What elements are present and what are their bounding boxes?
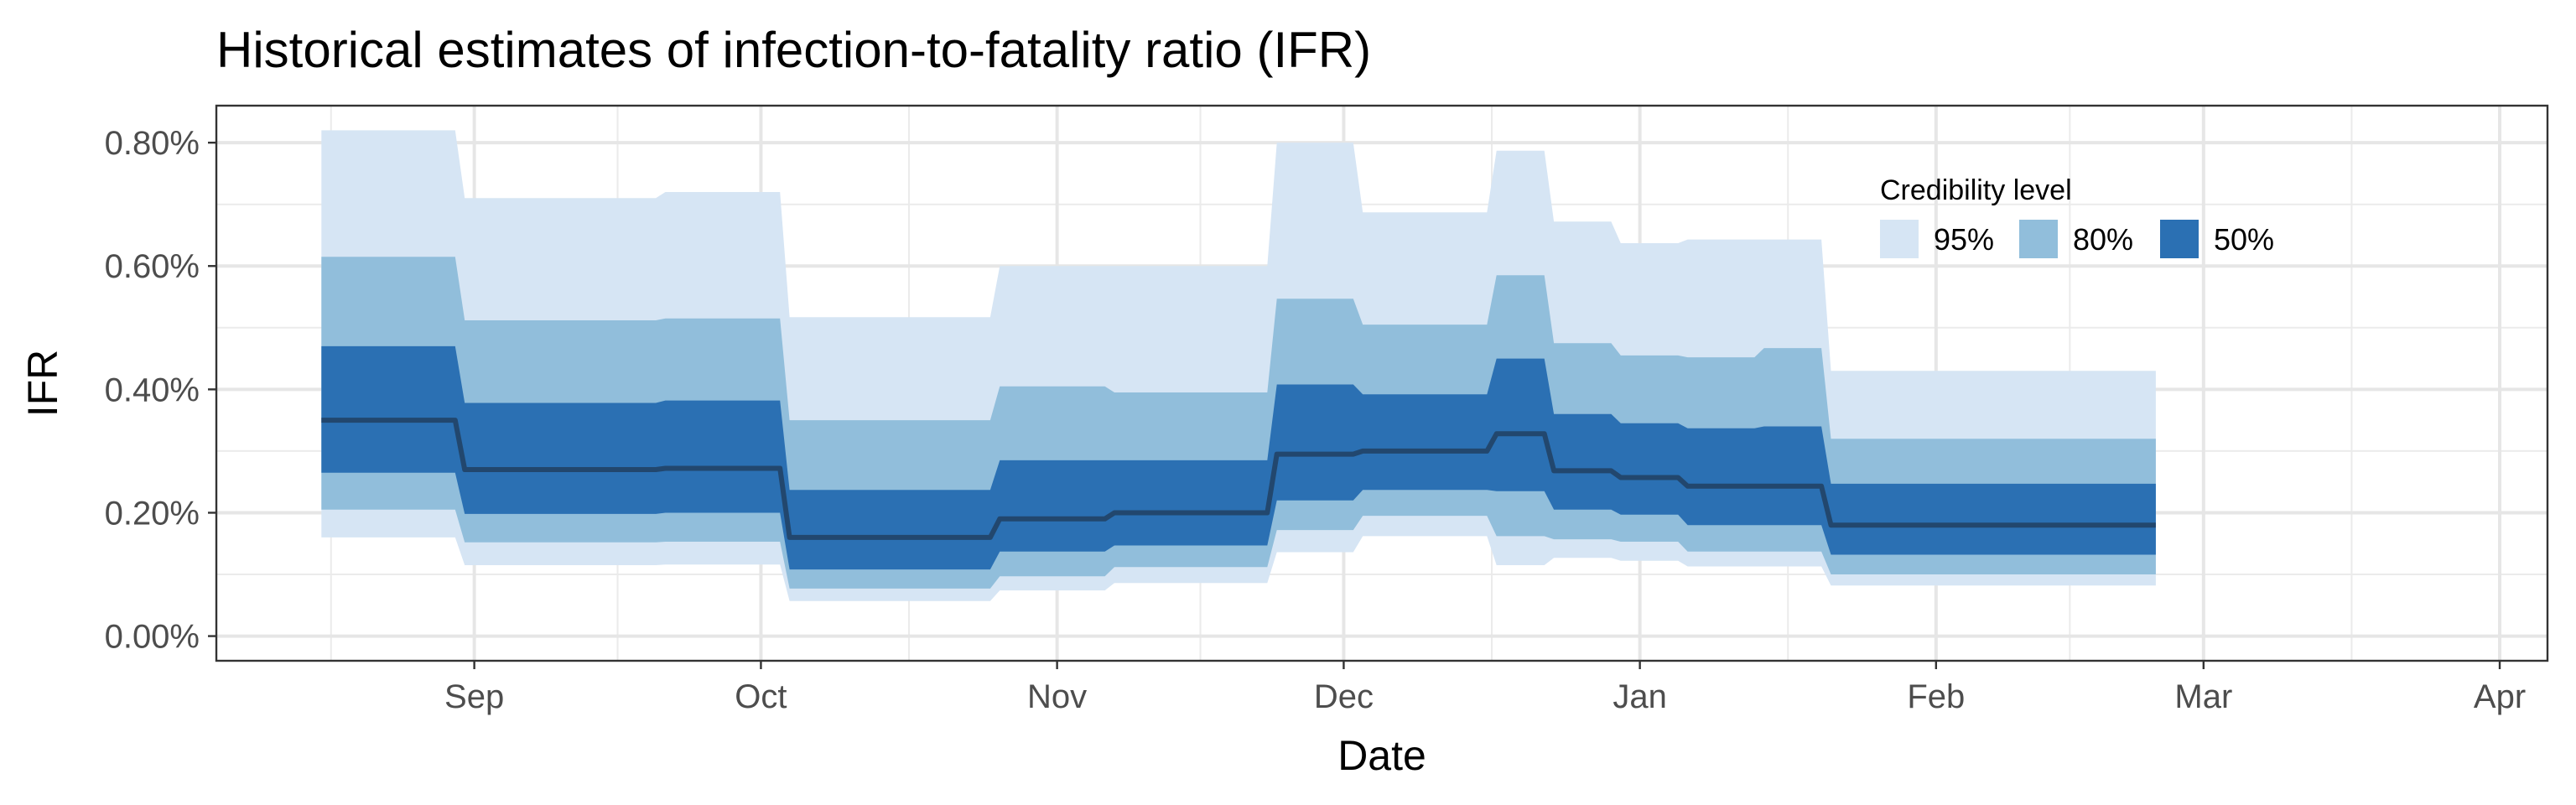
x-tick-label: Dec [1314, 678, 1374, 715]
chart-title: Historical estimates of infection-to-fat… [216, 22, 1371, 78]
x-axis-title: Date [1337, 732, 1426, 779]
y-axis-title: IFR [19, 350, 66, 418]
band-50 [321, 345, 2156, 570]
legend-title: Credibility level [1880, 174, 2072, 206]
y-axis: 0.00% 0.20% 0.40% 0.60% 0.80% [105, 125, 216, 656]
legend-key-80 [2019, 220, 2058, 258]
legend-label: 50% [2214, 222, 2274, 257]
y-tick-label: 0.80% [105, 125, 200, 162]
x-axis: Sep Oct Nov Dec Jan Feb Mar Apr [444, 661, 2526, 715]
x-tick-label: Feb [1907, 678, 1965, 715]
legend-label: 95% [1934, 222, 1994, 257]
legend-label: 80% [2073, 222, 2133, 257]
x-tick-label: Mar [2174, 678, 2232, 715]
x-tick-label: Sep [444, 678, 504, 715]
y-tick-label: 0.20% [105, 495, 200, 532]
plot-border [215, 104, 2549, 662]
legend-key-95 [1880, 220, 1919, 258]
y-tick-label: 0.40% [105, 371, 200, 408]
y-tick-label: 0.60% [105, 248, 200, 285]
x-tick-label: Jan [1613, 678, 1667, 715]
y-tick-label: 0.00% [105, 619, 200, 656]
median-series [321, 418, 2156, 540]
legend-key-50 [2160, 220, 2199, 258]
x-tick-label: Oct [735, 678, 787, 715]
x-tick-label: Nov [1027, 678, 1087, 715]
x-tick-label: Apr [2474, 678, 2526, 715]
plot-panel [215, 104, 2549, 662]
legend: Credibility level 95% 80% 50% [1880, 174, 2274, 258]
median-line [321, 418, 2156, 540]
